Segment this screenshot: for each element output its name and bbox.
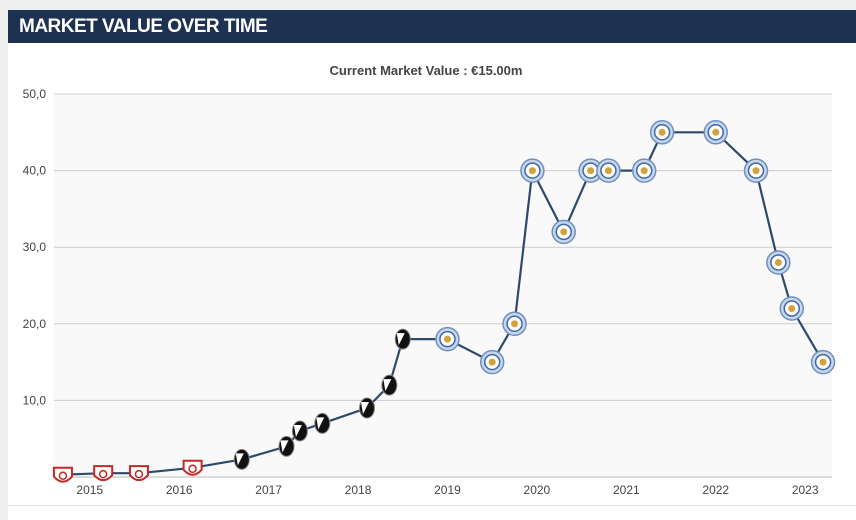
panel-divider [8, 505, 856, 506]
data-point-crest-center [511, 320, 519, 328]
data-point-crest-detail [383, 379, 392, 392]
data-point-crest-black [278, 435, 295, 457]
x-tick-label: 2016 [166, 483, 193, 497]
x-tick-label: 2018 [345, 483, 372, 497]
plot-area: 10,0 20,0 30,0 40,0 50,0 2015 2016 2017 2018 2019… [23, 87, 836, 497]
panel-title: MARKET VALUE OVER TIME [19, 16, 268, 37]
data-point-crest-inner [98, 469, 108, 479]
data-point-crest-black [358, 397, 375, 419]
data-point-crest-detail [280, 440, 289, 453]
data-point-crest-red [52, 466, 73, 483]
y-tick-label: 40,0 [23, 164, 47, 178]
data-point-crest-black [233, 448, 250, 470]
data-point-crest-center [788, 304, 796, 312]
data-point-crest-center [528, 167, 536, 175]
data-point-crest-red [182, 459, 203, 476]
data-point-crest-inner [58, 471, 68, 480]
data-point-crest-detail [293, 425, 302, 438]
x-tick-label: 2017 [255, 483, 282, 497]
data-point-crest-center [560, 228, 568, 236]
plot-background [54, 94, 832, 477]
chart-title: Current Market Value : €15.00m [330, 63, 523, 78]
data-point-crest-inner [188, 464, 197, 474]
data-point-crest-center [604, 167, 612, 175]
data-point-crest-center [587, 167, 595, 175]
data-point-crest-detail [396, 333, 405, 346]
data-point-crest-detail [316, 417, 325, 430]
data-point-crest-center [752, 167, 760, 175]
y-tick-label: 10,0 [23, 393, 47, 407]
data-point-crest-black [314, 412, 331, 434]
data-point-crest-inner [134, 469, 144, 479]
x-tick-label: 2023 [792, 483, 819, 497]
data-point-crest-detail [235, 453, 244, 466]
x-tick-label: 2022 [702, 483, 729, 497]
data-point-crest-center [774, 259, 782, 267]
data-point-crest-center [443, 335, 451, 343]
y-tick-label: 50,0 [23, 87, 47, 101]
data-point-crest-red [93, 465, 114, 482]
panel-header: MARKET VALUE OVER TIME [8, 10, 856, 43]
y-tick-label: 20,0 [23, 317, 47, 331]
data-point-crest-center [712, 128, 720, 136]
data-point-crest-center [488, 358, 496, 366]
data-point-crest-center [658, 128, 666, 136]
data-point-crest-center [640, 167, 648, 175]
data-point-crest-black [394, 328, 411, 350]
x-tick-label: 2021 [613, 483, 640, 497]
data-point-crest-black [381, 374, 398, 396]
data-point-crest-center [819, 358, 827, 366]
data-point-crest-red [128, 465, 149, 482]
x-tick-label: 2015 [76, 483, 103, 497]
data-point-crest-detail [360, 402, 369, 415]
data-point-crest-black [291, 420, 308, 442]
x-tick-label: 2020 [524, 483, 551, 497]
x-tick-label: 2019 [434, 483, 461, 497]
y-tick-label: 30,0 [23, 240, 47, 254]
